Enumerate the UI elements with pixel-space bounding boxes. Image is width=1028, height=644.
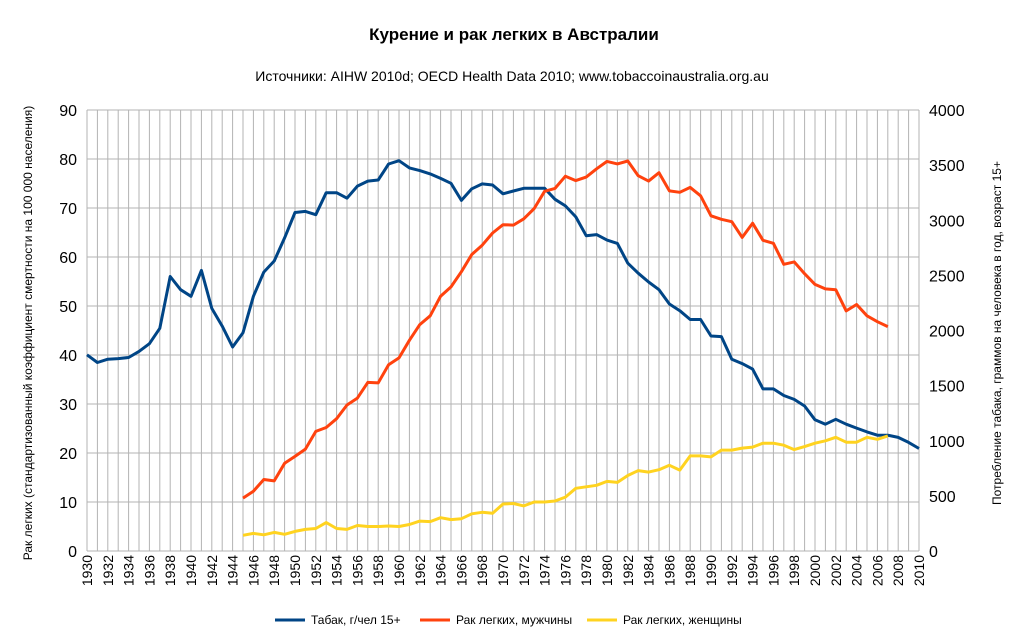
x-tick-label: 1962	[412, 555, 428, 586]
x-tick-label: 1938	[162, 555, 178, 586]
gridlines	[86, 109, 920, 552]
x-tick-label: 1936	[141, 555, 157, 586]
left-tick-label: 70	[59, 201, 77, 218]
x-tick-label: 1968	[474, 555, 490, 586]
right-tick-label: 0	[929, 544, 938, 561]
left-tick-label: 90	[59, 103, 77, 120]
left-tick-label: 80	[59, 152, 77, 169]
left-tick-label: 20	[59, 446, 77, 463]
x-tick-label: 1974	[537, 555, 553, 586]
x-tick-label: 1932	[100, 555, 116, 586]
x-tick-label: 1970	[495, 555, 511, 586]
x-tick-label: 2000	[807, 555, 823, 586]
left-tick-label: 10	[59, 495, 77, 512]
x-tick-label: 2006	[869, 555, 885, 586]
x-axis-ticks: 1930 1932 1934 1936 1938 1940 1942 1944 1946 1948…	[79, 555, 927, 586]
left-axis-ticks: 0 10 20 30 40 50 60 70 80 90	[59, 103, 77, 561]
left-tick-label: 40	[59, 348, 77, 365]
x-tick-label: 1996	[765, 555, 781, 586]
legend: Табак, г/чел 15+ Рак легких, мужчины Рак л…	[275, 613, 742, 627]
x-tick-label: 1994	[745, 555, 761, 586]
right-tick-label: 1000	[929, 434, 965, 451]
x-tick-label: 2008	[890, 555, 906, 586]
x-tick-label: 2002	[828, 555, 844, 586]
x-tick-label: 1948	[266, 555, 282, 586]
left-tick-label: 30	[59, 397, 77, 414]
x-tick-label: 1952	[308, 555, 324, 586]
right-axis-label: Потребление табака, граммов на человека …	[990, 161, 1004, 505]
x-tick-label: 1960	[391, 555, 407, 586]
x-tick-label: 1978	[578, 555, 594, 586]
right-tick-label: 2500	[929, 268, 965, 285]
right-tick-label: 500	[929, 489, 956, 506]
legend-label: Рак легких, женщины	[623, 613, 742, 627]
x-tick-label: 1964	[433, 555, 449, 586]
x-tick-label: 1986	[661, 555, 677, 586]
left-tick-label: 50	[59, 299, 77, 316]
x-tick-label: 1946	[245, 555, 261, 586]
right-axis-ticks: 0 500 1000 1500 2000 2500 3000 3500 4000	[929, 103, 965, 561]
x-tick-label: 1930	[79, 555, 95, 586]
x-tick-label: 1956	[349, 555, 365, 586]
x-tick-label: 1982	[620, 555, 636, 586]
x-tick-label: 1958	[370, 555, 386, 586]
left-tick-label: 60	[59, 250, 77, 267]
x-tick-label: 1942	[204, 555, 220, 586]
series-line-1	[86, 159, 920, 450]
chart-title: Курение и рак легких в Австралии	[369, 25, 659, 44]
right-tick-label: 2000	[929, 324, 965, 341]
x-tick-label: 1944	[225, 555, 241, 586]
x-tick-label: 1934	[121, 555, 137, 586]
left-axis-label: Рак легких (стандартизованный коэффициен…	[21, 106, 35, 560]
x-tick-label: 1998	[786, 555, 802, 586]
chart-subtitle: Источники: AIHW 2010d; OECD Health Data …	[255, 68, 768, 84]
legend-label: Рак легких, мужчины	[456, 613, 572, 627]
x-tick-label: 2004	[849, 555, 865, 586]
x-tick-label: 1992	[724, 555, 740, 586]
series-line-2	[242, 159, 889, 500]
right-tick-label: 1500	[929, 379, 965, 396]
series-line-3	[242, 434, 889, 537]
right-tick-label: 3500	[929, 158, 965, 175]
x-tick-label: 1972	[516, 555, 532, 586]
right-tick-label: 4000	[929, 103, 965, 120]
x-tick-label: 1988	[682, 555, 698, 586]
x-tick-label: 1940	[183, 555, 199, 586]
x-tick-label: 1950	[287, 555, 303, 586]
x-tick-label: 1976	[557, 555, 573, 586]
x-tick-label: 2010	[911, 555, 927, 586]
left-tick-label: 0	[68, 544, 77, 561]
x-tick-label: 1984	[641, 555, 657, 586]
x-tick-label: 1954	[329, 555, 345, 586]
x-tick-label: 1980	[599, 555, 615, 586]
right-tick-label: 3000	[929, 213, 965, 230]
legend-label: Табак, г/чел 15+	[311, 613, 401, 627]
series-lines	[86, 159, 920, 537]
x-tick-label: 1966	[453, 555, 469, 586]
x-tick-label: 1990	[703, 555, 719, 586]
